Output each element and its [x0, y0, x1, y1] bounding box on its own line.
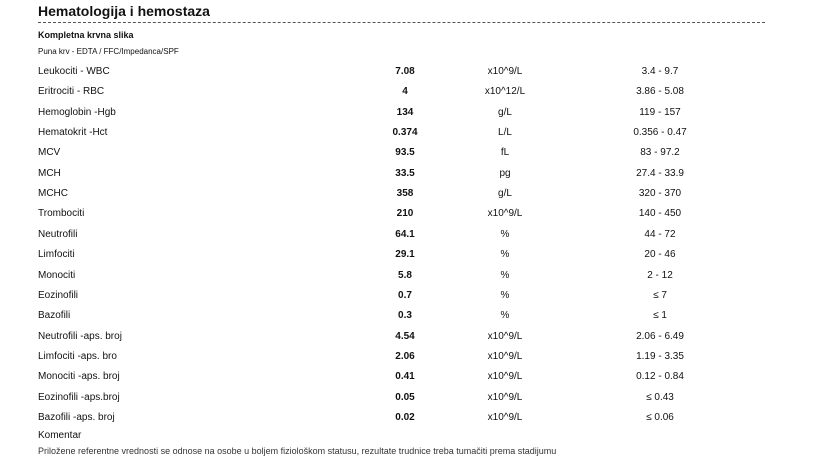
test-unit: x10^9/L [487, 66, 523, 77]
result-row: Eozinofili -aps.broj 0.05 x10^9/L ≤ 0.43 [0, 392, 828, 412]
result-row: Leukociti - WBC 7.08 x10^9/L 3.4 - 9.7 [0, 66, 828, 86]
test-value: 0.02 [395, 411, 415, 423]
result-row: Limfociti -aps. bro 2.06 x10^9/L 1.19 - 3.3… [0, 351, 828, 371]
test-unit: g/L [498, 106, 512, 118]
reference-range: 2.06 - 6.49 [636, 330, 684, 342]
test-value: 33.5 [395, 167, 415, 179]
result-row: Monociti 5.8% 2 - 12 [0, 270, 828, 290]
section-subtitle: Puna krv - EDTA / FFC/Impedanca/SPF [38, 47, 179, 56]
test-unit: % [500, 310, 510, 322]
test-name: Limfociti [38, 249, 75, 261]
test-value: 0.7 [398, 289, 412, 301]
test-value: 0.374 [392, 127, 418, 139]
reference-range: ≤ 7 [653, 289, 667, 301]
test-value: 358 [396, 188, 414, 200]
test-name: Neutrofili [38, 228, 78, 240]
result-row: Hematokrit -Hct 0.374 L/L 0.356 - 0.47 [0, 127, 828, 147]
reference-range: 0.356 - 0.47 [633, 127, 687, 139]
result-row: MCH 33.5 pg 27.4 - 33.9 [0, 168, 828, 188]
test-name: Neutrofili -aps. broj [38, 330, 122, 342]
test-unit: % [500, 269, 510, 281]
result-row: Hemoglobin -Hgb 134 g/L 119 - 157 [0, 107, 828, 127]
test-unit: g/L [498, 188, 512, 200]
result-row: MCHC 358 g/L 320 - 370 [0, 188, 828, 208]
reference-range: 140 - 450 [638, 208, 682, 220]
result-row: Eozinofili 0.7% ≤ 7 [0, 290, 828, 310]
reference-range: ≤ 0.06 [646, 411, 674, 423]
test-unit: pg [499, 167, 511, 179]
result-row: Monociti -aps. broj 0.41 x10^9/L 0.12 - 0.8… [0, 371, 828, 391]
test-unit: x10^9/L [487, 411, 523, 423]
test-value: 0.41 [395, 371, 415, 383]
test-value: 5.8 [398, 269, 412, 281]
reference-range: 3.86 - 5.08 [636, 86, 684, 98]
test-value: 0.05 [395, 391, 415, 403]
result-row: Bazofili -aps. broj 0.02 x10^9/L ≤ 0.06 [0, 412, 828, 432]
result-row: Limfociti 29.1% 20 - 46 [0, 249, 828, 269]
footer-note: Priložene referentne vrednosti se odnose… [38, 446, 557, 456]
test-value: 210 [396, 208, 414, 220]
reference-range: 44 - 72 [644, 228, 676, 240]
reference-range: 0.12 - 0.84 [636, 371, 684, 383]
reference-range: 320 - 370 [638, 188, 682, 200]
test-value: 4.54 [395, 330, 415, 342]
result-row: Trombociti 210 x10^9/L 140 - 450 [0, 208, 828, 228]
test-value: 134 [396, 106, 414, 118]
test-name: Hemoglobin -Hgb [38, 106, 116, 118]
result-row: MCV 93.5 fL 83 - 97.2 [0, 147, 828, 167]
test-name: Trombociti [38, 208, 85, 220]
test-unit: x10^9/L [487, 391, 523, 403]
reference-range: 83 - 97.2 [640, 147, 680, 159]
result-row: Neutrofili 64.1% 44 - 72 [0, 229, 828, 249]
result-row: Bazofili 0.3% ≤ 1 [0, 310, 828, 330]
test-value: 4 [402, 86, 408, 98]
report-title: Hematologija i hemostaza [38, 3, 210, 19]
result-row: Eritrociti - RBC 4 x10^12/L 3.86 - 5.08 [0, 86, 828, 106]
test-unit: x10^9/L [487, 330, 523, 342]
reference-range: 20 - 46 [644, 249, 676, 261]
test-unit: % [500, 289, 510, 301]
test-unit: x10^9/L [487, 371, 523, 383]
test-name: Limfociti -aps. bro [38, 350, 117, 362]
comment-label: Komentar [38, 430, 82, 441]
test-unit: % [500, 249, 510, 261]
reference-range: 3.4 - 9.7 [641, 66, 679, 77]
test-unit: % [500, 228, 510, 240]
test-name: Monociti [38, 269, 76, 281]
section-title: Kompletna krvna slika [38, 30, 134, 40]
reference-range: ≤ 1 [653, 310, 667, 322]
test-name: Eozinofili [38, 289, 79, 301]
test-name: Eritrociti - RBC [38, 86, 105, 98]
test-value: 0.3 [398, 310, 412, 322]
test-unit: x10^12/L [484, 86, 526, 98]
title-rule [38, 22, 765, 23]
test-name: Hematokrit -Hct [38, 127, 108, 139]
test-unit: fL [500, 147, 510, 159]
test-name: MCV [38, 147, 61, 159]
test-value: 7.08 [395, 66, 415, 77]
reference-range: 2 - 12 [647, 269, 673, 281]
test-name: Monociti -aps. broj [38, 371, 120, 383]
test-unit: L/L [498, 127, 512, 139]
test-value: 2.06 [395, 350, 415, 362]
reference-range: ≤ 0.43 [646, 391, 674, 403]
reference-range: 1.19 - 3.35 [636, 350, 684, 362]
test-name: Bazofili [38, 310, 71, 322]
test-name: Leukociti - WBC [38, 66, 110, 77]
test-name: MCHC [38, 188, 68, 200]
test-name: Bazofili -aps. broj [38, 411, 115, 423]
test-unit: x10^9/L [487, 350, 523, 362]
test-value: 29.1 [395, 249, 415, 261]
test-name: MCH [38, 167, 61, 179]
test-value: 64.1 [395, 228, 415, 240]
test-value: 93.5 [395, 147, 415, 159]
reference-range: 27.4 - 33.9 [636, 167, 684, 179]
test-name: Eozinofili -aps.broj [38, 391, 120, 403]
test-unit: x10^9/L [487, 208, 523, 220]
result-row: Neutrofili -aps. broj 4.54 x10^9/L 2.06 - 6… [0, 331, 828, 351]
reference-range: 119 - 157 [639, 106, 681, 118]
